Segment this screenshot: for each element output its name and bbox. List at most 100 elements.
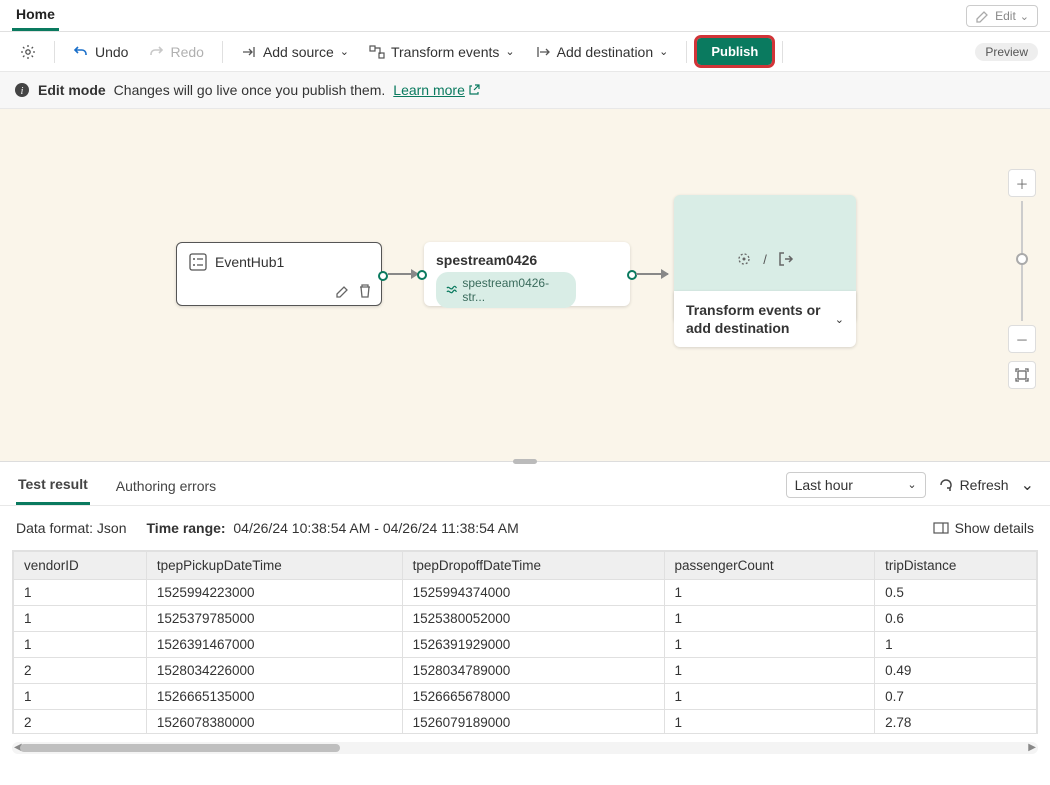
results-table: vendorIDtpepPickupDateTimetpepDropoffDat… <box>13 551 1037 734</box>
zoom-out-button[interactable]: － <box>1008 325 1036 353</box>
table-cell: 1526391929000 <box>402 632 664 658</box>
table-cell: 1 <box>14 632 147 658</box>
show-details-label: Show details <box>955 520 1034 536</box>
scroll-right-icon[interactable]: ▶ <box>1028 742 1036 753</box>
add-source-button[interactable]: Add source ⌄ <box>233 40 357 64</box>
design-canvas[interactable]: EventHub1 spestream0426 spestream0426-st… <box>0 109 1050 461</box>
transform-label: Transform events <box>391 44 499 60</box>
data-format-label: Data format: <box>16 520 93 536</box>
refresh-button[interactable]: Refresh <box>938 477 1009 493</box>
tab-authoring-errors[interactable]: Authoring errors <box>114 472 218 504</box>
table-cell: 1526079189000 <box>402 710 664 735</box>
connector-arrow <box>388 273 418 275</box>
add-source-icon <box>241 44 257 60</box>
redo-button[interactable]: Redo <box>140 40 211 64</box>
undo-label: Undo <box>95 44 128 60</box>
transform-icon <box>369 44 385 60</box>
slash-label: / <box>763 252 767 267</box>
column-header[interactable]: tpepDropoffDateTime <box>402 552 664 580</box>
table-row[interactable]: 21528034226000152803478900010.49 <box>14 658 1037 684</box>
table-cell: 1 <box>14 684 147 710</box>
time-range-label: Time range: <box>147 520 226 536</box>
pencil-icon[interactable] <box>335 283 351 299</box>
table-cell: 2 <box>14 658 147 684</box>
zoom-slider[interactable] <box>1021 201 1023 321</box>
table-cell: 1 <box>664 606 875 632</box>
table-cell: 0.49 <box>875 658 1037 684</box>
fit-to-screen-button[interactable] <box>1008 361 1036 389</box>
time-range-select[interactable]: Last hour ⌄ <box>786 472 926 498</box>
preview-badge: Preview <box>975 43 1038 61</box>
edit-mode-label: Edit mode <box>38 82 106 98</box>
settings-button[interactable] <box>12 40 44 64</box>
horizontal-scrollbar[interactable]: ◀ ▶ <box>12 742 1038 754</box>
node-spestream[interactable]: spestream0426 spestream0426-str... <box>424 242 630 306</box>
resize-grip[interactable] <box>513 459 537 464</box>
chevron-down-icon[interactable]: ⌄ <box>1021 475 1034 495</box>
result-tabs: Test result Authoring errors Last hour ⌄… <box>0 462 1050 506</box>
result-meta: Data format: Json Time range: 04/26/24 1… <box>0 506 1050 550</box>
exit-icon <box>777 250 795 268</box>
tab-home[interactable]: Home <box>12 2 59 31</box>
separator <box>54 41 55 63</box>
column-header[interactable]: tpepPickupDateTime <box>146 552 402 580</box>
table-cell: 2 <box>14 710 147 735</box>
trash-icon[interactable] <box>357 283 373 299</box>
info-message: Changes will go live once you publish th… <box>114 82 386 98</box>
separator <box>782 41 783 63</box>
column-header[interactable]: vendorID <box>14 552 147 580</box>
external-link-icon <box>468 84 480 96</box>
publish-button[interactable]: Publish <box>697 38 772 65</box>
stream-icon <box>446 284 457 296</box>
add-destination-icon <box>535 44 551 60</box>
table-cell: 1526391467000 <box>146 632 402 658</box>
table-cell: 1 <box>664 710 875 735</box>
column-header[interactable]: tripDistance <box>875 552 1037 580</box>
results-panel: Test result Authoring errors Last hour ⌄… <box>0 461 1050 758</box>
info-icon: i <box>14 82 30 98</box>
scrollbar-thumb[interactable] <box>20 744 340 752</box>
table-cell: 0.7 <box>875 684 1037 710</box>
results-table-wrap[interactable]: vendorIDtpepPickupDateTimetpepDropoffDat… <box>12 550 1038 734</box>
table-cell: 0.5 <box>875 580 1037 606</box>
table-cell: 1526665678000 <box>402 684 664 710</box>
node-eventhub1[interactable]: EventHub1 <box>176 242 382 306</box>
zoom-thumb[interactable] <box>1016 253 1028 265</box>
pill-label: spestream0426-str... <box>462 276 566 304</box>
gear-sparkle-icon <box>735 250 753 268</box>
add-destination-button[interactable]: Add destination ⌄ <box>527 40 677 64</box>
learn-more-link[interactable]: Learn more <box>393 82 480 98</box>
pencil-icon <box>975 8 991 24</box>
output-port[interactable] <box>627 270 637 280</box>
tab-test-result[interactable]: Test result <box>16 470 90 505</box>
table-cell: 1 <box>14 606 147 632</box>
output-port[interactable] <box>378 271 388 281</box>
details-icon <box>933 520 949 536</box>
stream-pill: spestream0426-str... <box>436 272 576 308</box>
top-bar: Home Edit ⌄ <box>0 0 1050 32</box>
toolbar: Undo Redo Add source ⌄ Transform events … <box>0 32 1050 72</box>
zoom-in-button[interactable]: ＋ <box>1008 169 1036 197</box>
chevron-down-icon: ⌄ <box>505 45 514 58</box>
table-row[interactable]: 11526665135000152666567800010.7 <box>14 684 1037 710</box>
table-row[interactable]: 11525994223000152599437400010.5 <box>14 580 1037 606</box>
edit-dropdown[interactable]: Edit ⌄ <box>966 5 1038 27</box>
table-cell: 1528034226000 <box>146 658 402 684</box>
table-row[interactable]: 11526391467000152639192900011 <box>14 632 1037 658</box>
show-details-button[interactable]: Show details <box>933 520 1034 536</box>
refresh-icon <box>938 477 954 493</box>
input-port[interactable] <box>417 270 427 280</box>
table-row[interactable]: 11525379785000152538005200010.6 <box>14 606 1037 632</box>
chevron-down-icon: ⌄ <box>659 45 668 58</box>
destination-action-box[interactable]: Transform events or add destination ⌄ <box>674 291 856 347</box>
time-range-value: Last hour <box>795 477 853 493</box>
undo-button[interactable]: Undo <box>65 40 136 64</box>
column-header[interactable]: passengerCount <box>664 552 875 580</box>
transform-events-button[interactable]: Transform events ⌄ <box>361 40 523 64</box>
node-title: EventHub1 <box>215 254 284 270</box>
chevron-down-icon: ⌄ <box>340 45 349 58</box>
table-row[interactable]: 21526078380000152607918900012.78 <box>14 710 1037 735</box>
time-range-display: 04/26/24 10:38:54 AM - 04/26/24 11:38:54… <box>233 520 518 536</box>
fit-icon <box>1015 368 1029 382</box>
redo-label: Redo <box>170 44 203 60</box>
